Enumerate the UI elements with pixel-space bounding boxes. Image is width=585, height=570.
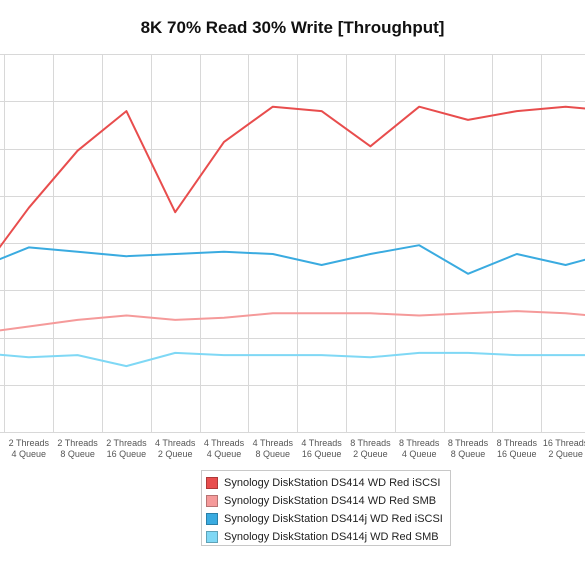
x-tick-label: 4 Threads 16 Queue — [301, 438, 342, 459]
series-layer — [0, 105, 585, 368]
legend-swatch — [206, 477, 218, 489]
series-line-4 — [0, 351, 585, 368]
legend-item: Synology DiskStation DS414j WD Red iSCSI — [206, 510, 450, 528]
x-tick-label: 8 Threads 2 Queue — [350, 438, 391, 459]
legend-swatch — [206, 495, 218, 507]
x-tick-label: 2 Threads 8 Queue — [57, 438, 98, 459]
legend-swatch — [206, 531, 218, 543]
x-tick-label: 4 Threads 2 Queue — [155, 438, 196, 459]
series-line-1 — [0, 105, 585, 249]
x-tick-label: 2 Threads 16 Queue — [106, 438, 147, 459]
legend-item: Synology DiskStation DS414j WD Red SMB — [206, 528, 450, 546]
legend-label: Synology DiskStation DS414j WD Red SMB — [224, 531, 439, 543]
x-tick-label: 8 Threads 8 Queue — [448, 438, 489, 459]
legend-item: Synology DiskStation DS414 WD Red SMB — [206, 492, 450, 510]
x-tick-label: 8 Threads 4 Queue — [399, 438, 440, 459]
series-line-3 — [0, 244, 585, 275]
legend-label: Synology DiskStation DS414 WD Red SMB — [224, 495, 437, 507]
x-tick-label: 4 Threads 4 Queue — [204, 438, 245, 459]
legend-item: Synology DiskStation DS414 WD Red iSCSI — [206, 474, 450, 492]
x-tick-label: 8 Threads 16 Queue — [497, 438, 538, 459]
grid-layer — [0, 54, 585, 433]
legend-label: Synology DiskStation DS414j WD Red iSCSI — [224, 513, 443, 525]
x-tick-label: 16 Threads 2 Queue — [543, 438, 585, 459]
legend: Synology DiskStation DS414 WD Red iSCSI S… — [201, 470, 451, 546]
series-line-2 — [0, 310, 585, 332]
x-tick-label: 4 Threads 8 Queue — [253, 438, 294, 459]
legend-swatch — [206, 513, 218, 525]
legend-label: Synology DiskStation DS414 WD Red iSCSI — [224, 477, 441, 489]
chart-title: 8K 70% Read 30% Write [Throughput] — [140, 18, 445, 37]
x-tick-label: 2 Threads 4 Queue — [9, 438, 50, 459]
